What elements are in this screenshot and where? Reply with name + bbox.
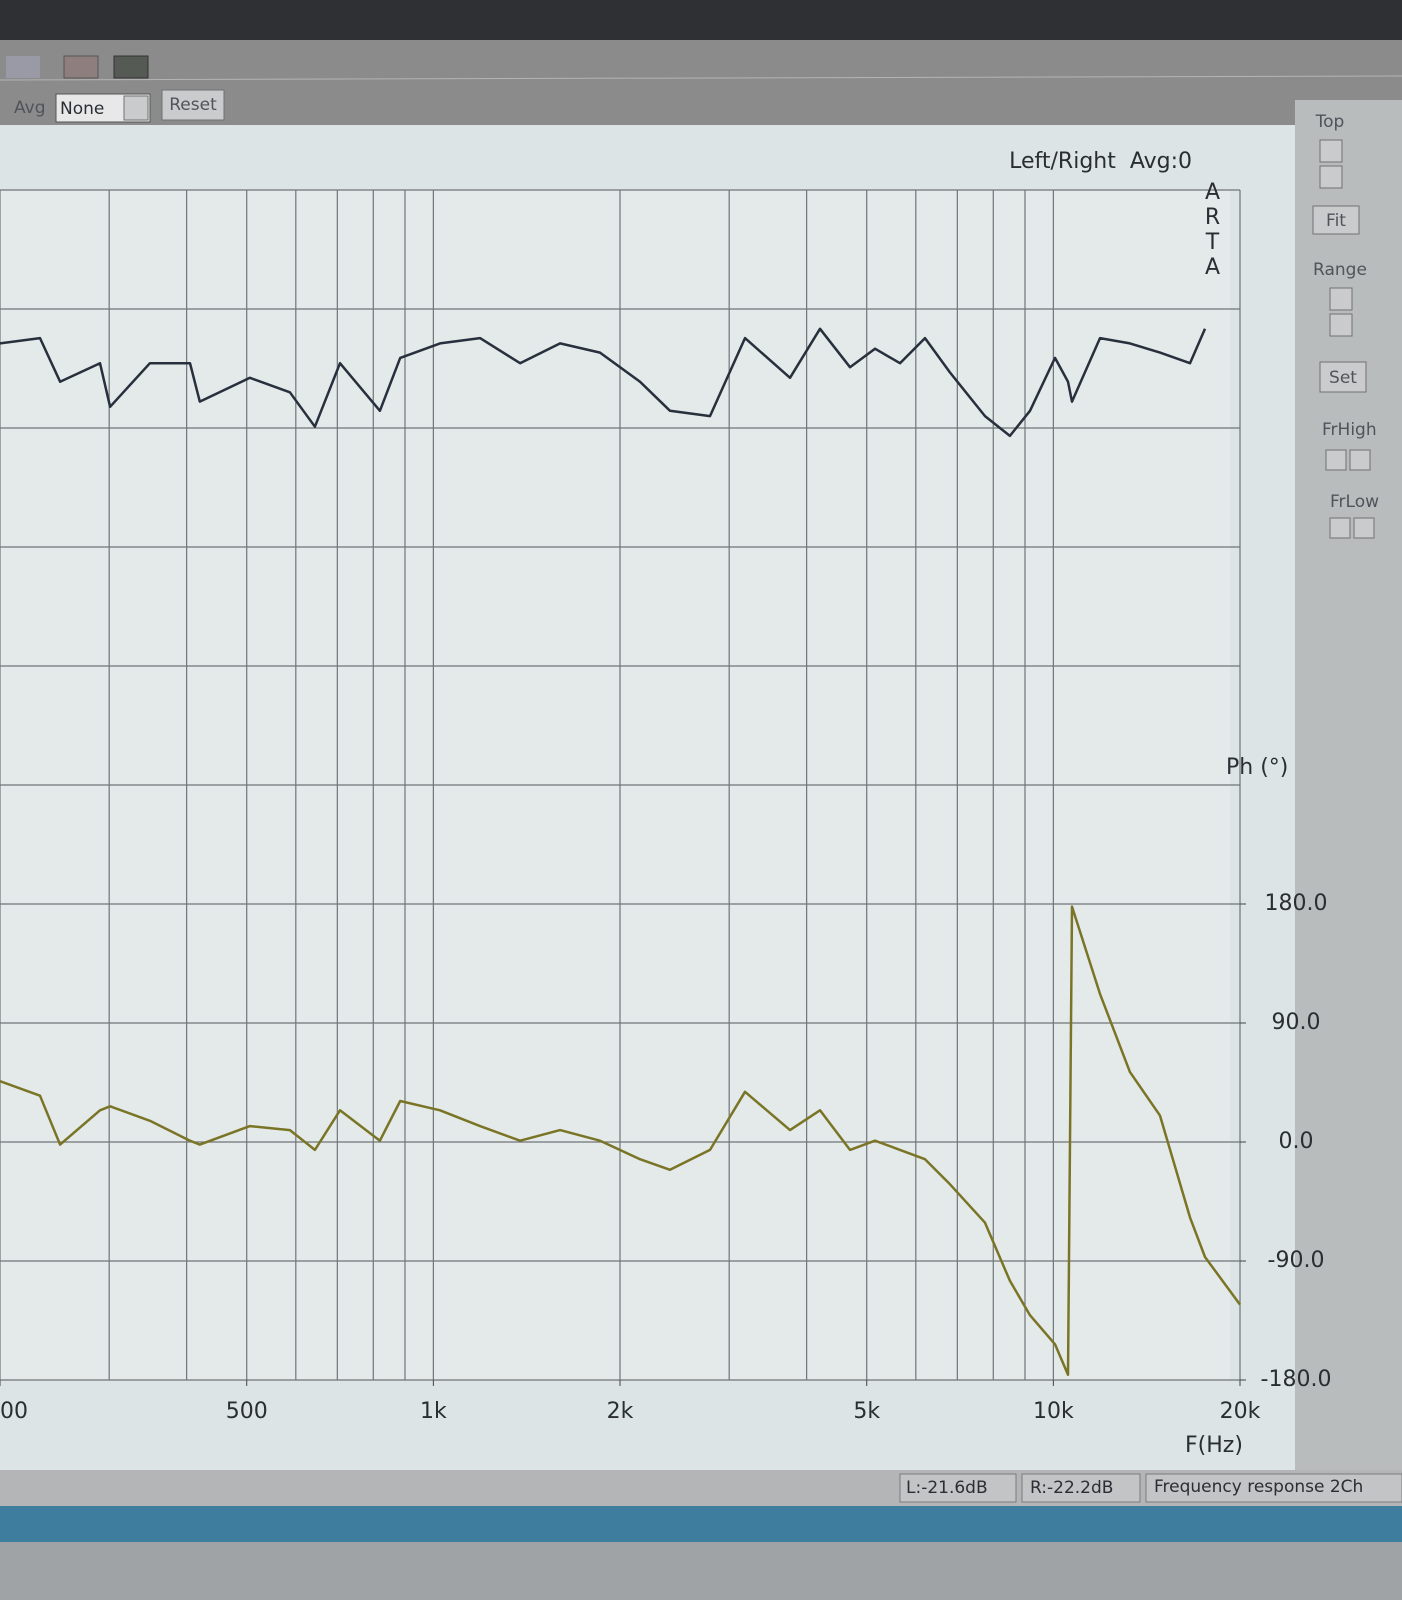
screen-bezel — [0, 1542, 1402, 1600]
taskbar — [0, 1506, 1402, 1542]
fit-button[interactable] — [1312, 205, 1360, 235]
x-tick-label: 2k — [607, 1399, 634, 1424]
series-line — [0, 905, 1242, 1376]
x-tick-label: 20k — [1220, 1399, 1261, 1424]
top-up[interactable] — [1319, 139, 1343, 163]
status-left: L:-21.6dB — [906, 1478, 988, 1498]
x-tick-label: 1k — [420, 1399, 447, 1424]
toolbar — [0, 40, 1402, 125]
range-down[interactable] — [1329, 313, 1353, 337]
y-tick-label: 180.0 — [1265, 891, 1328, 916]
x-axis-label: F(Hz) — [1185, 1433, 1243, 1458]
logo: ARTA — [1200, 180, 1225, 280]
tool-icon[interactable] — [113, 55, 149, 79]
reset-button-label: Reset — [169, 95, 217, 115]
avg-select-value: None — [60, 99, 104, 119]
x-tick-label: 10k — [1033, 1399, 1074, 1424]
frlow-label: FrLow — [1330, 492, 1379, 512]
frhigh-left[interactable] — [1325, 449, 1347, 471]
top-down[interactable] — [1319, 165, 1343, 189]
range-up[interactable] — [1329, 287, 1353, 311]
y-tick-label: 0.0 — [1279, 1129, 1314, 1154]
x-tick-label: 5k — [853, 1399, 880, 1424]
chart-header: Left/Right Avg:0 — [1009, 149, 1192, 174]
status-cell — [1145, 1473, 1402, 1503]
status-cell — [1021, 1473, 1141, 1503]
chart: 180.0 90.0 0.0 -90.0 -180.0 00 500 1k 2k 5k 10k 20k — [0, 189, 1332, 1424]
tool-icon[interactable] — [6, 56, 40, 78]
status-cell — [899, 1473, 1017, 1503]
status-right: R:-22.2dB — [1030, 1478, 1113, 1498]
x-tick-label: 500 — [226, 1399, 268, 1424]
top-label: Top — [1315, 112, 1345, 132]
y-tick-label: -90.0 — [1268, 1248, 1325, 1273]
set-button-label: Set — [1329, 368, 1357, 388]
frhigh-label: FrHigh — [1322, 420, 1377, 440]
fit-button-label: Fit — [1326, 211, 1346, 231]
dropdown-button[interactable] — [123, 95, 149, 121]
frlow-left[interactable] — [1329, 517, 1351, 539]
y-axis-label: Ph (°) — [1226, 755, 1288, 780]
y-tick-label: 90.0 — [1272, 1010, 1321, 1035]
title-bar — [0, 0, 1402, 40]
reset-button[interactable] — [161, 89, 225, 121]
toolbar-divider — [0, 75, 1402, 81]
frlow-right[interactable] — [1353, 517, 1375, 539]
status-mode: Frequency response 2Ch — [1154, 1477, 1363, 1497]
x-tick-label: 00 — [0, 1399, 28, 1424]
series-line — [0, 327, 1207, 438]
set-button[interactable] — [1319, 361, 1367, 393]
avg-label: Avg — [14, 98, 46, 118]
range-label: Range — [1313, 260, 1367, 280]
frhigh-right[interactable] — [1349, 449, 1371, 471]
tool-icon[interactable] — [63, 55, 99, 79]
y-tick-label: -180.0 — [1261, 1367, 1332, 1392]
